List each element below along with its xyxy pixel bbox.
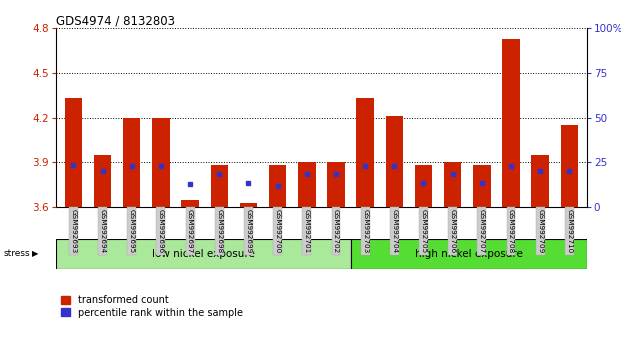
Text: GSM992695: GSM992695 (129, 209, 135, 253)
Bar (327, 162, 345, 207)
Bar (561, 125, 578, 207)
Text: GSM992706: GSM992706 (450, 209, 456, 253)
Text: ▶: ▶ (32, 250, 39, 258)
Text: GSM992709: GSM992709 (537, 209, 543, 253)
Text: GSM992707: GSM992707 (479, 209, 485, 253)
Text: GDS4974 / 8132803: GDS4974 / 8132803 (56, 14, 175, 27)
Legend: transformed count, percentile rank within the sample: transformed count, percentile rank withi… (61, 295, 243, 318)
Text: GSM992698: GSM992698 (216, 209, 222, 253)
Text: GSM992697: GSM992697 (187, 209, 193, 253)
Bar (269, 165, 286, 207)
Bar (152, 118, 170, 207)
Bar (240, 202, 257, 207)
Text: GSM992702: GSM992702 (333, 209, 339, 253)
Text: GSM992705: GSM992705 (420, 209, 427, 253)
Text: GSM992699: GSM992699 (245, 209, 252, 253)
Bar (473, 165, 491, 207)
Bar (386, 116, 403, 207)
Text: GSM992701: GSM992701 (304, 209, 310, 253)
Bar (65, 98, 82, 207)
Bar (94, 155, 111, 207)
Text: stress: stress (3, 250, 30, 258)
Bar (298, 162, 315, 207)
Bar (211, 165, 228, 207)
Text: GSM992696: GSM992696 (158, 209, 164, 253)
Bar (444, 162, 461, 207)
Text: GSM992694: GSM992694 (99, 209, 106, 253)
Bar (502, 39, 520, 207)
Bar (356, 98, 374, 207)
Text: GSM992708: GSM992708 (508, 209, 514, 253)
Text: GSM992710: GSM992710 (566, 209, 573, 253)
Text: GSM992693: GSM992693 (70, 209, 76, 253)
Text: GSM992704: GSM992704 (391, 209, 397, 253)
Bar (56, 239, 351, 269)
Text: high nickel exposure: high nickel exposure (415, 249, 523, 259)
Bar (532, 155, 549, 207)
Text: GSM992700: GSM992700 (274, 209, 281, 253)
Bar (351, 239, 587, 269)
Bar (123, 118, 140, 207)
Text: low nickel exposure: low nickel exposure (152, 249, 255, 259)
Text: GSM992703: GSM992703 (362, 209, 368, 253)
Bar (415, 165, 432, 207)
Bar (181, 200, 199, 207)
